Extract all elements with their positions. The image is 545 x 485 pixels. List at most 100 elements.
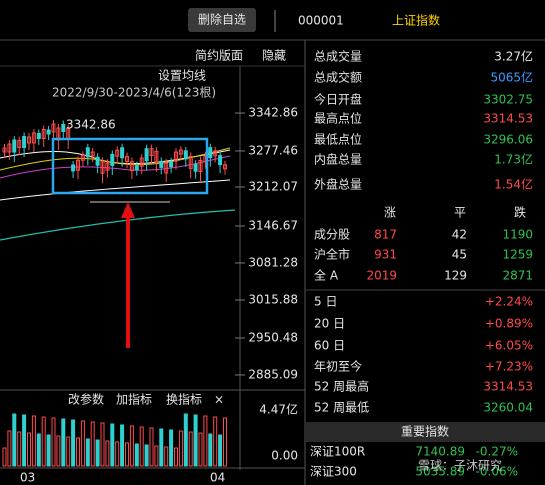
breadth-value: 1190 xyxy=(502,228,533,242)
price-label: 3212.07 xyxy=(248,180,298,194)
perf-label: 52 周最低 xyxy=(314,401,369,415)
quote-label: 外盘总量 xyxy=(314,177,362,192)
candle xyxy=(154,150,159,163)
candle xyxy=(51,123,56,133)
date-range: 2022/9/30-2023/4/6(123根) xyxy=(52,86,216,100)
index-change: -0.27% xyxy=(476,445,518,459)
candle xyxy=(134,165,139,171)
volume-bar xyxy=(129,425,134,467)
candle xyxy=(100,160,105,174)
candle xyxy=(46,129,51,135)
breadth-label: 沪全市 xyxy=(314,247,350,262)
candle xyxy=(2,147,7,153)
volume-bar xyxy=(115,441,120,467)
volume-bar xyxy=(51,417,56,467)
candle xyxy=(85,147,90,158)
indicator-button[interactable]: 改参数 xyxy=(68,392,104,407)
volume-label: 4.47亿 xyxy=(259,402,298,417)
breadth-value: 1259 xyxy=(502,248,533,262)
volume-bar xyxy=(61,418,66,467)
index-value: 7140.89 xyxy=(415,445,465,459)
quote-value: 3296.06 xyxy=(483,133,533,147)
volume-bar xyxy=(110,423,115,467)
candle xyxy=(27,136,31,144)
quote-label: 今日开盘 xyxy=(314,92,362,107)
candle xyxy=(17,140,22,148)
candle xyxy=(183,150,188,160)
volume-bar xyxy=(95,439,100,467)
candle xyxy=(22,136,27,148)
volume-bar xyxy=(27,432,31,467)
candle xyxy=(198,159,203,172)
quote-value: 3.27亿 xyxy=(494,49,533,64)
breadth-value: 2019 xyxy=(366,269,397,283)
candle xyxy=(71,164,76,172)
candle xyxy=(36,133,41,139)
index-name: 深证300 xyxy=(310,465,357,479)
candle xyxy=(178,149,183,155)
volume-bar xyxy=(120,424,125,467)
section-title: 重要指数 xyxy=(401,424,449,439)
perf-label: 5 日 xyxy=(314,295,337,309)
breadth-label: 全 A xyxy=(314,268,339,283)
date-label: 04 xyxy=(210,471,225,485)
volume-bar xyxy=(31,415,36,467)
index-name: 深证100R xyxy=(310,445,365,459)
candle xyxy=(80,154,85,161)
quote-value: 3314.53 xyxy=(483,112,533,126)
indicator-button[interactable]: 加指标 xyxy=(116,392,152,407)
candle xyxy=(61,124,66,132)
volume-bar xyxy=(56,435,61,467)
price-label: 2950.48 xyxy=(248,331,298,345)
volume-bar xyxy=(125,442,129,467)
quote-value: 3302.75 xyxy=(483,93,533,107)
volume-bar xyxy=(41,416,46,467)
volume-bar xyxy=(159,428,164,467)
breadth-label: 成分股 xyxy=(314,228,350,242)
volume-bar xyxy=(80,420,85,467)
remove-watch-button[interactable] xyxy=(188,8,256,32)
indicator-button[interactable]: × xyxy=(214,393,224,407)
volume-bar xyxy=(178,430,183,467)
quote-label: 总成交量 xyxy=(314,49,362,64)
candle xyxy=(115,149,120,157)
perf-value: +7.23% xyxy=(485,360,533,374)
ma-button[interactable]: 设置均线 xyxy=(158,69,206,83)
tab[interactable]: 简约版面 xyxy=(195,48,243,63)
candle xyxy=(208,147,213,159)
volume-bar xyxy=(85,438,90,467)
volume-bar xyxy=(36,433,41,467)
volume-bar xyxy=(193,414,198,467)
candle xyxy=(213,150,218,157)
perf-value: 3260.04 xyxy=(483,401,533,415)
volume-bar xyxy=(223,417,227,467)
date-label: 03 xyxy=(20,471,35,485)
volume-bar xyxy=(169,429,174,467)
index-value: 5035.89 xyxy=(415,465,465,479)
quote-label: 最高点位 xyxy=(314,111,362,126)
volume-bar xyxy=(17,431,22,467)
volume-bar xyxy=(164,446,169,467)
indicator-button[interactable]: 换指标 xyxy=(166,392,202,407)
candle xyxy=(188,155,193,169)
volume-bar xyxy=(198,432,203,467)
quote-value: 5065亿 xyxy=(490,70,533,85)
quote-label: 最低点位 xyxy=(314,132,362,147)
volume-bar xyxy=(22,414,27,467)
candle xyxy=(159,160,164,168)
perf-label: 52 周最高 xyxy=(314,379,369,394)
tab[interactable]: 隐藏 xyxy=(262,49,286,63)
perf-value: +2.24% xyxy=(485,295,533,309)
candle xyxy=(31,132,36,144)
volume-bar xyxy=(66,436,71,467)
perf-value: 3314.53 xyxy=(483,380,533,394)
breadth-value: 45 xyxy=(452,248,467,262)
quote-value: 1.54亿 xyxy=(494,177,533,192)
section-header xyxy=(306,422,545,442)
candle xyxy=(95,156,100,166)
candle xyxy=(125,155,129,162)
button-label[interactable]: 删除自选 xyxy=(198,12,246,27)
candle xyxy=(223,164,227,170)
candle xyxy=(76,159,80,171)
